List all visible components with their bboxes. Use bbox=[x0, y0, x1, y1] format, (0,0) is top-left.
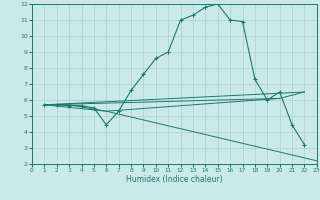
X-axis label: Humidex (Indice chaleur): Humidex (Indice chaleur) bbox=[126, 175, 223, 184]
